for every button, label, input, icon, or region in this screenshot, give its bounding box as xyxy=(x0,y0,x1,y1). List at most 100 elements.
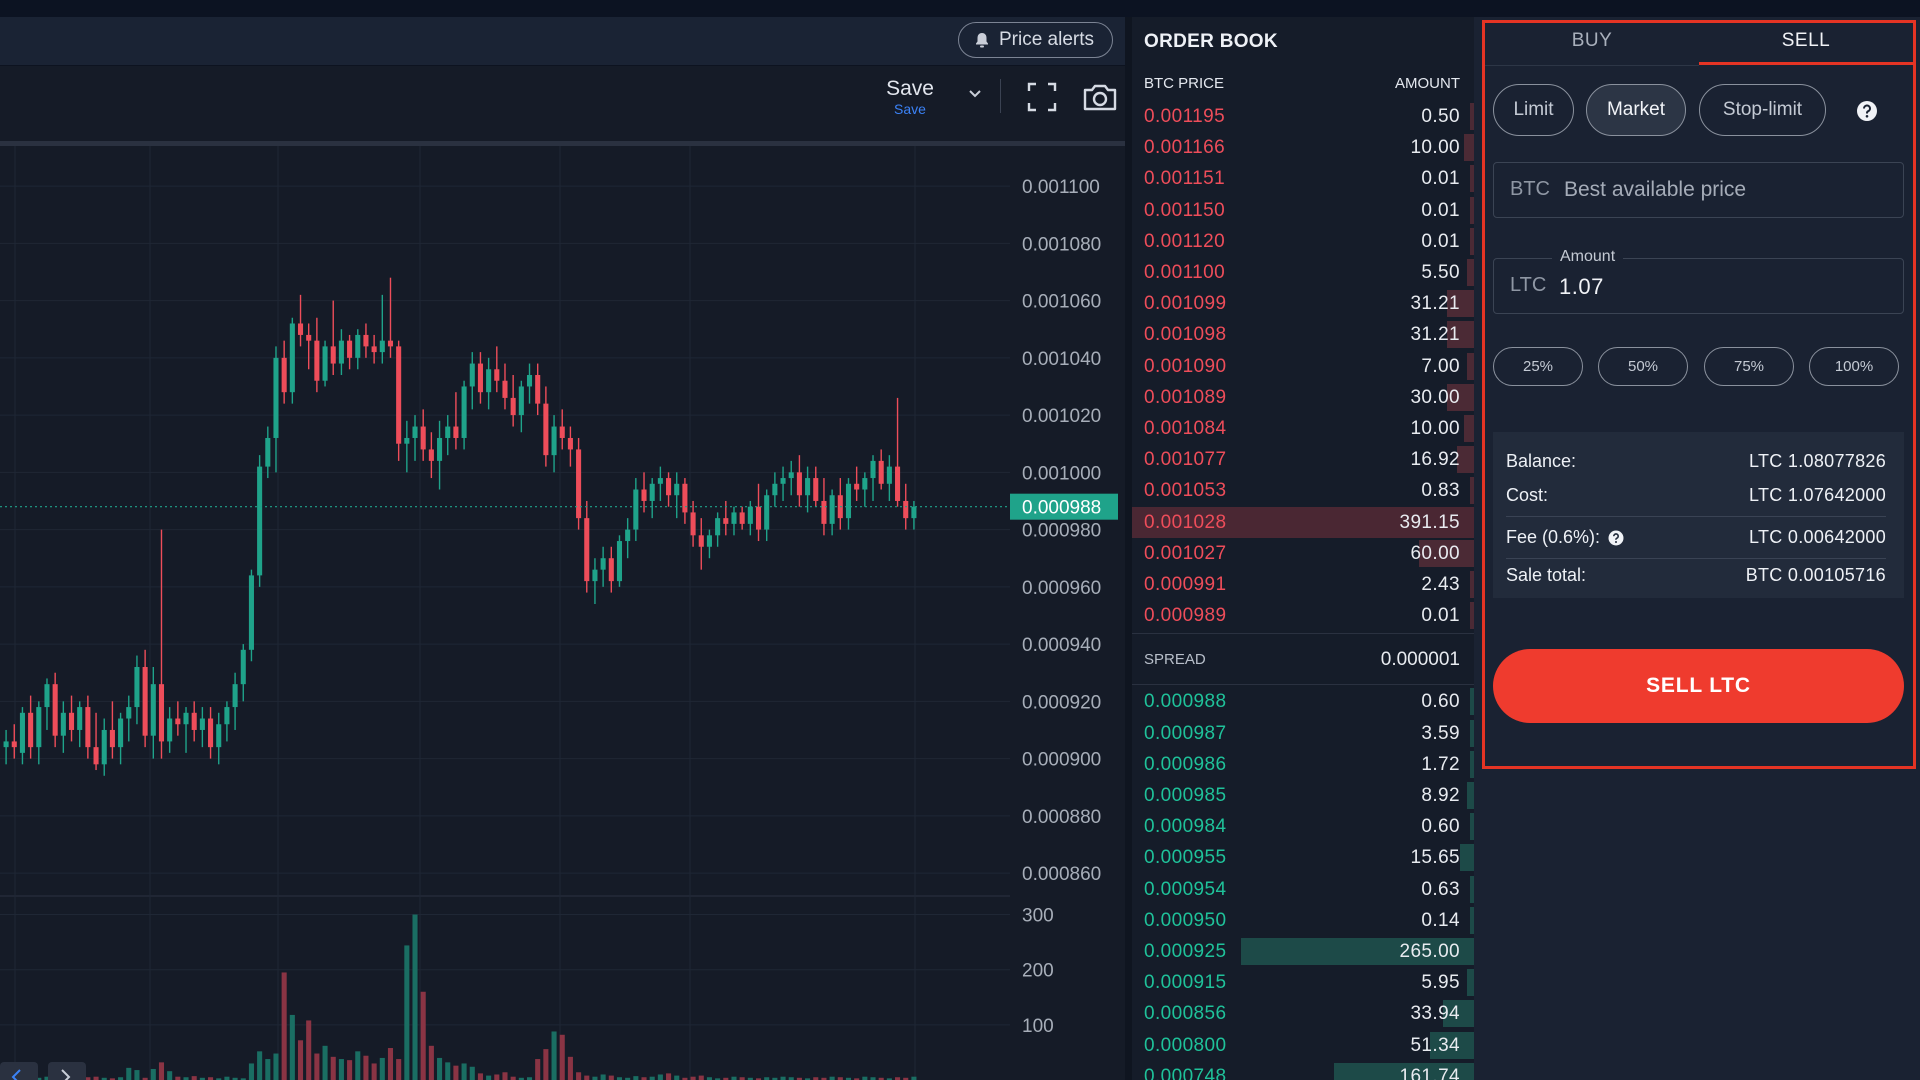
volume-bar xyxy=(829,1076,835,1080)
save-layout-button[interactable]: Save Save xyxy=(880,77,940,117)
ask-row[interactable]: 0.001166 10.00 xyxy=(1132,132,1474,163)
bid-row[interactable]: 0.000925 265.00 xyxy=(1132,936,1474,967)
volume-bar xyxy=(608,1075,614,1080)
percent-50-button[interactable]: 50% xyxy=(1598,347,1688,386)
ask-row[interactable]: 0.001151 0.01 xyxy=(1132,163,1474,194)
order-summary: Balance: LTC 1.08077826 Cost: LTC 1.0764… xyxy=(1493,432,1904,598)
bid-row[interactable]: 0.000950 0.14 xyxy=(1132,905,1474,936)
candle-body xyxy=(428,449,434,461)
candle-body xyxy=(150,684,156,736)
bid-row[interactable]: 0.000915 5.95 xyxy=(1132,967,1474,998)
percent-100-button[interactable]: 100% xyxy=(1809,347,1899,386)
tab-buy[interactable]: BUY xyxy=(1485,23,1699,66)
amount-input[interactable]: Amount LTC 1.07 xyxy=(1493,248,1904,314)
candle-body xyxy=(314,340,320,381)
volume-bar xyxy=(494,1074,500,1080)
volume-bar xyxy=(477,1073,483,1080)
bid-row[interactable]: 0.000800 51.34 xyxy=(1132,1030,1474,1061)
camera-icon[interactable] xyxy=(1080,77,1120,117)
ask-row[interactable]: 0.001089 30.00 xyxy=(1132,382,1474,413)
percent-25-button[interactable]: 25% xyxy=(1493,347,1583,386)
volume-bar xyxy=(363,1055,369,1080)
candle-body xyxy=(469,363,475,387)
bid-row[interactable]: 0.000955 15.65 xyxy=(1132,842,1474,873)
ask-row[interactable]: 0.001150 0.01 xyxy=(1132,195,1474,226)
bid-row[interactable]: 0.000984 0.60 xyxy=(1132,811,1474,842)
ask-price: 0.001077 xyxy=(1144,449,1227,471)
order-type-market[interactable]: Market xyxy=(1586,84,1686,136)
candle-body xyxy=(747,506,753,524)
candle-body xyxy=(216,724,222,748)
bid-row[interactable]: 0.000856 33.94 xyxy=(1132,998,1474,1029)
ask-row[interactable]: 0.000989 0.01 xyxy=(1132,600,1474,631)
candle-body xyxy=(232,684,238,708)
bid-row[interactable]: 0.000954 0.63 xyxy=(1132,874,1474,905)
tab-sell[interactable]: SELL xyxy=(1699,23,1913,65)
bid-row[interactable]: 0.000748 161.74 xyxy=(1132,1061,1474,1080)
depth-bar xyxy=(1470,719,1474,747)
candle-body xyxy=(19,712,25,753)
candlestick-chart[interactable]: 0.001100 0.001080 0.001060 0.001040 0.001020… xyxy=(0,146,1125,1080)
volume-bar xyxy=(772,1077,778,1080)
depth-bar xyxy=(1470,477,1474,505)
volume-bar xyxy=(224,1076,230,1080)
bid-row[interactable]: 0.000987 3.59 xyxy=(1132,718,1474,749)
amount-value: 1.07 xyxy=(1559,274,1604,299)
chart-toolbar xyxy=(0,66,1125,142)
volume-bar xyxy=(788,1077,794,1080)
ask-row[interactable]: 0.000991 2.43 xyxy=(1132,569,1474,600)
ask-row[interactable]: 0.001027 60.00 xyxy=(1132,538,1474,569)
volume-bar xyxy=(355,1051,361,1080)
candle-body xyxy=(404,437,410,444)
help-icon[interactable] xyxy=(1856,100,1878,122)
candle-body xyxy=(649,483,655,501)
price-field[interactable]: BTC Best available price xyxy=(1493,162,1904,218)
ask-row[interactable]: 0.001120 0.01 xyxy=(1132,226,1474,257)
depth-bar xyxy=(1446,321,1474,349)
volume-bar xyxy=(657,1074,663,1080)
amount-legend: Amount xyxy=(1552,248,1624,266)
ask-row[interactable]: 0.001028 391.15 xyxy=(1132,506,1474,538)
candle-body xyxy=(281,357,287,393)
ask-row[interactable]: 0.001077 16.92 xyxy=(1132,444,1474,475)
candle-body xyxy=(387,340,394,347)
ask-row[interactable]: 0.001053 0.83 xyxy=(1132,475,1474,506)
candle-body xyxy=(11,741,17,748)
chevron-down-icon[interactable] xyxy=(965,83,985,103)
price-axis-label: 0.000980 xyxy=(1022,521,1101,542)
scroll-right-button[interactable] xyxy=(48,1062,86,1080)
fullscreen-icon[interactable] xyxy=(1024,79,1060,115)
bid-row[interactable]: 0.000988 0.60 xyxy=(1132,686,1474,717)
candle-body xyxy=(543,403,549,456)
ask-row[interactable]: 0.001084 10.00 xyxy=(1132,413,1474,444)
ask-row[interactable]: 0.001100 5.50 xyxy=(1132,257,1474,288)
order-type-stop-limit[interactable]: Stop-limit xyxy=(1699,84,1826,136)
candle-body xyxy=(355,334,361,358)
candle-body xyxy=(273,357,279,438)
price-alerts-button[interactable]: Price alerts xyxy=(957,22,1113,58)
bid-row[interactable]: 0.000985 8.92 xyxy=(1132,780,1474,811)
volume-bar xyxy=(396,1059,402,1080)
volume-bar xyxy=(755,1078,762,1080)
candle-body xyxy=(60,712,66,736)
volume-bar xyxy=(445,1062,451,1080)
candle-body xyxy=(118,718,124,748)
volume-bar xyxy=(109,1078,115,1080)
ask-row[interactable]: 0.001090 7.00 xyxy=(1132,351,1474,382)
depth-bar xyxy=(1467,782,1474,809)
volume-bar xyxy=(461,1063,467,1080)
candle-body xyxy=(551,426,557,456)
order-type-limit[interactable]: Limit xyxy=(1493,84,1574,136)
trade-tabs: BUY SELL xyxy=(1485,23,1913,66)
ask-row[interactable]: 0.001195 0.50 xyxy=(1132,101,1474,132)
sell-ltc-button[interactable]: SELL LTC xyxy=(1493,649,1904,723)
ask-row[interactable]: 0.001098 31.21 xyxy=(1132,319,1474,350)
candle-body xyxy=(502,380,508,398)
bid-row[interactable]: 0.000986 1.72 xyxy=(1132,749,1474,780)
volume-bar xyxy=(281,972,287,1080)
volume-bar xyxy=(387,1048,394,1080)
volume-bar xyxy=(216,1078,222,1080)
fee-help-icon[interactable] xyxy=(1608,530,1624,546)
ask-row[interactable]: 0.001099 31.21 xyxy=(1132,288,1474,319)
percent-75-button[interactable]: 75% xyxy=(1704,347,1794,386)
